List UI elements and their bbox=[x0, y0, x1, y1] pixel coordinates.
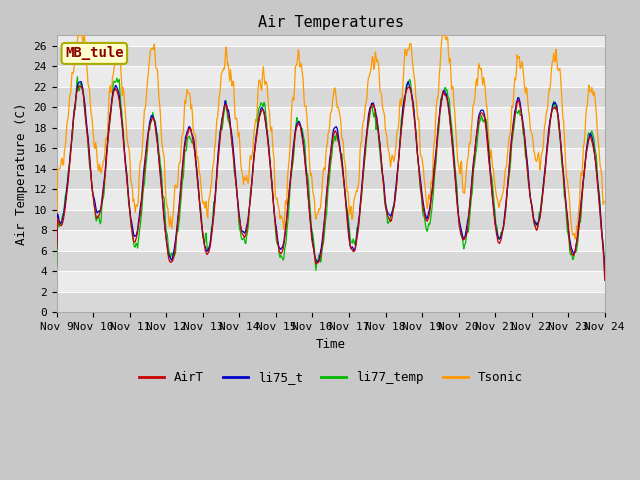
X-axis label: Time: Time bbox=[316, 337, 346, 351]
Bar bbox=[57, 210, 605, 230]
Y-axis label: Air Temperature (C): Air Temperature (C) bbox=[15, 103, 28, 245]
Bar bbox=[57, 271, 605, 292]
Text: MB_tule: MB_tule bbox=[65, 47, 124, 60]
Bar bbox=[57, 169, 605, 189]
Bar bbox=[57, 107, 605, 128]
Bar bbox=[57, 128, 605, 148]
Bar bbox=[57, 292, 605, 312]
Legend: AirT, li75_t, li77_temp, Tsonic: AirT, li75_t, li77_temp, Tsonic bbox=[134, 366, 527, 389]
Bar bbox=[57, 230, 605, 251]
Bar bbox=[57, 189, 605, 210]
Title: Air Temperatures: Air Temperatures bbox=[258, 15, 404, 30]
Bar bbox=[57, 251, 605, 271]
Bar bbox=[57, 46, 605, 66]
Bar bbox=[57, 66, 605, 86]
Bar bbox=[57, 86, 605, 107]
Bar bbox=[57, 148, 605, 169]
